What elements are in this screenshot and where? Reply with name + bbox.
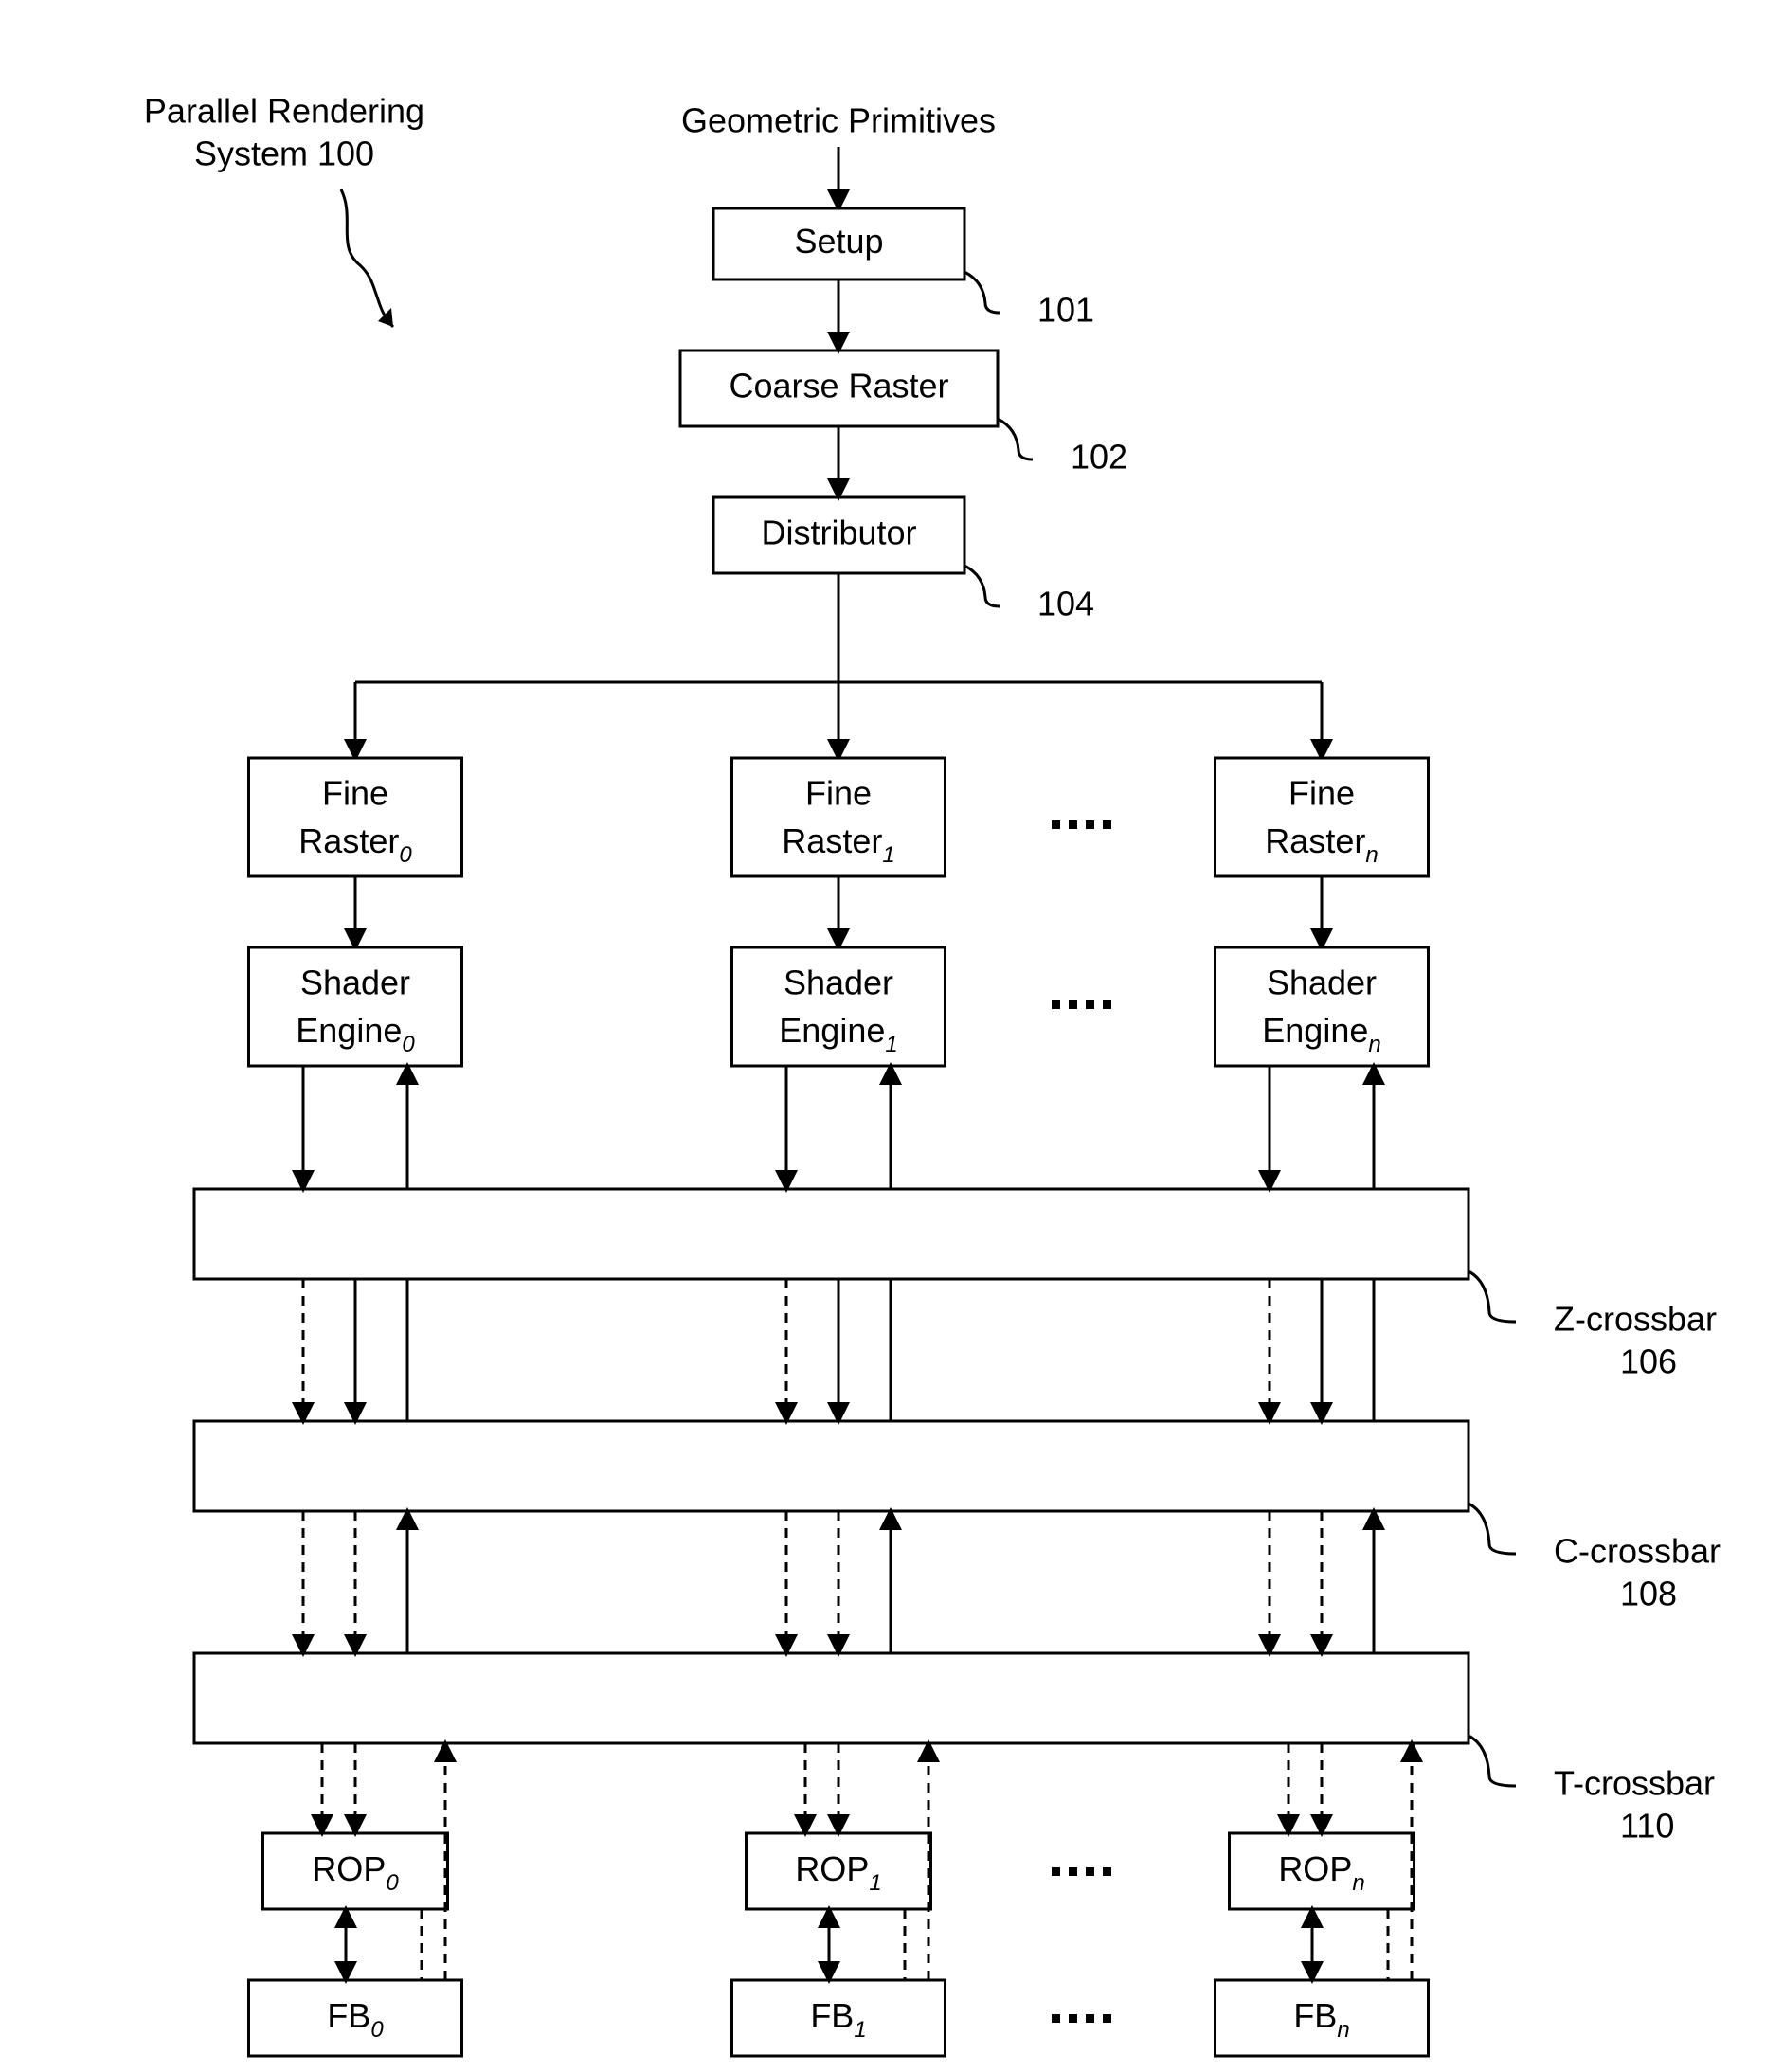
distributor-ref: 104 — [1037, 585, 1094, 623]
shader-line1-1: Shader — [784, 964, 893, 1002]
fine-raster-line1-n: Fine — [1288, 774, 1355, 813]
coarse-raster-label: Coarse Raster — [729, 367, 948, 405]
ellipsis-dot — [1052, 820, 1060, 829]
title-squiggle — [341, 189, 393, 327]
diagram-canvas: Parallel Rendering System 100 Geometric Pr… — [0, 0, 1784, 2072]
c-crossbar-ref: 108 — [1620, 1575, 1677, 1613]
distributor-label: Distributor — [761, 513, 916, 552]
ellipsis-dot — [1103, 1867, 1111, 1876]
shader-line1-0: Shader — [300, 964, 410, 1002]
setup-label: Setup — [794, 222, 883, 261]
ellipsis-dot — [1103, 820, 1111, 829]
t-crossbar-ref: 110 — [1620, 1807, 1674, 1846]
input-label: Geometric Primitives — [681, 101, 996, 140]
shader-line1-n: Shader — [1267, 964, 1377, 1002]
z-crossbar — [194, 1189, 1469, 1279]
title-line1: Parallel Rendering — [144, 92, 424, 131]
ellipsis-dot — [1052, 1867, 1060, 1876]
title-squiggle-head — [378, 308, 393, 327]
title-line2: System 100 — [194, 135, 374, 173]
c-crossbar — [194, 1421, 1469, 1511]
t-crossbar-label: T-crossbar — [1554, 1764, 1715, 1803]
z-crossbar-label: Z-crossbar — [1554, 1300, 1717, 1339]
ellipsis-dot — [1086, 2014, 1094, 2023]
ref-callout — [1469, 1736, 1516, 1786]
c-crossbar-label: C-crossbar — [1554, 1532, 1721, 1571]
fine-raster-line1-0: Fine — [322, 774, 388, 813]
ellipsis-dot — [1052, 2014, 1060, 2023]
fine-raster-line1-1: Fine — [805, 774, 872, 813]
t-crossbar — [194, 1653, 1469, 1743]
ellipsis-dot — [1052, 1000, 1060, 1009]
ellipsis-dot — [1069, 2014, 1077, 2023]
ellipsis-dot — [1103, 1000, 1111, 1009]
ellipsis-dot — [1103, 2014, 1111, 2023]
z-crossbar-ref: 106 — [1620, 1342, 1677, 1381]
setup-ref: 101 — [1037, 291, 1094, 330]
ref-callout — [964, 272, 1000, 313]
ellipsis-dot — [1069, 1867, 1077, 1876]
ellipsis-dot — [1086, 820, 1094, 829]
ellipsis-dot — [1069, 1000, 1077, 1009]
ellipsis-dot — [1069, 820, 1077, 829]
ellipsis-dot — [1086, 1867, 1094, 1876]
ellipsis-dot — [1086, 1000, 1094, 1009]
ref-callout — [1469, 1271, 1516, 1322]
ref-callout — [998, 419, 1033, 459]
ref-callout — [964, 566, 1000, 606]
ref-callout — [1469, 1504, 1516, 1554]
coarse-raster-ref: 102 — [1071, 438, 1127, 477]
